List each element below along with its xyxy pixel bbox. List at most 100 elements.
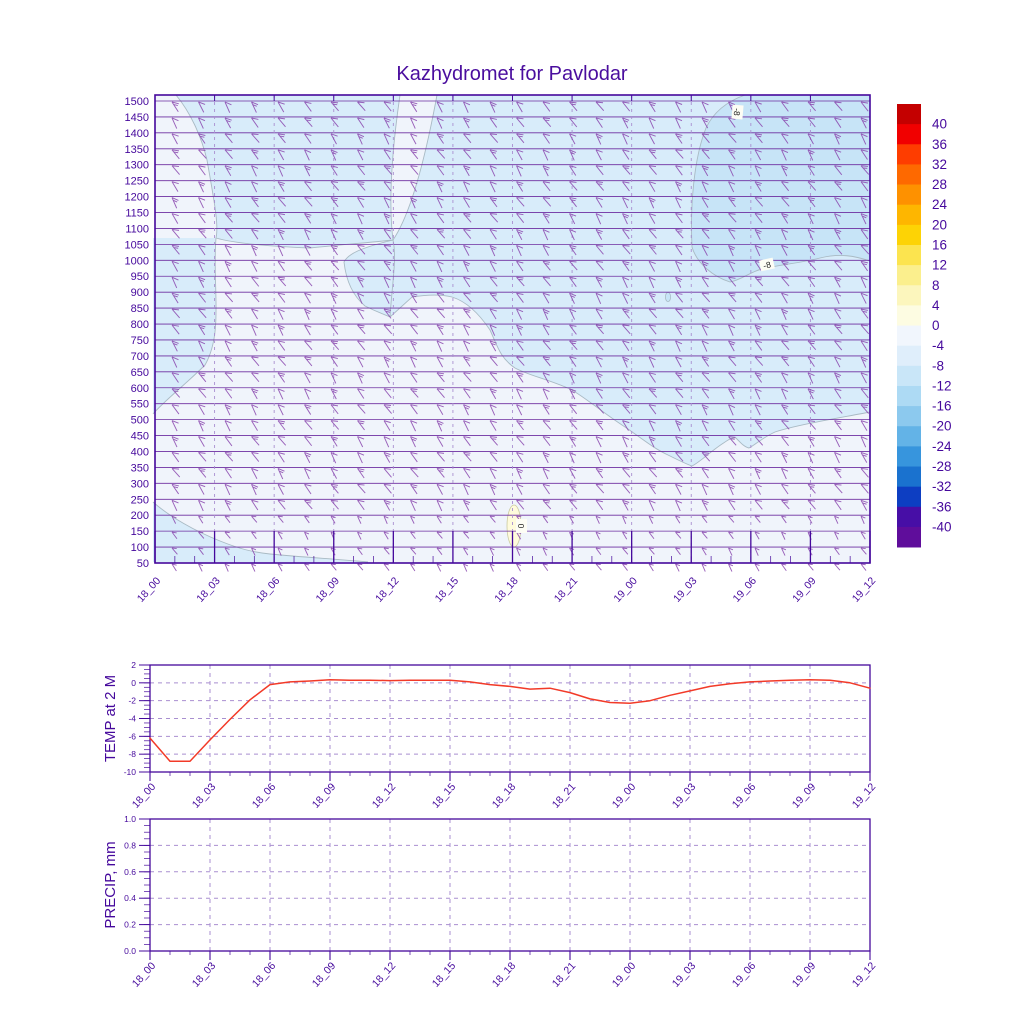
y-tick-label: 1500	[125, 96, 149, 108]
x-tick-label: 19_12	[850, 575, 879, 605]
colorbar-tick-label: -36	[932, 499, 952, 514]
x-tick-label: 18_15	[433, 575, 462, 605]
y-tick-label: 1400	[125, 128, 149, 140]
contour-label: -8	[758, 257, 775, 272]
main-x-labels: 18_00 18_03 18_06 18_09 18_12 18_15 18_18 18_21…	[135, 575, 879, 605]
contour-label-text: -8	[762, 259, 772, 270]
colorbar: 4036322824201612840-4-8-12-16-20-24-28-3…	[897, 104, 952, 548]
y-tick-label: 600	[131, 383, 149, 395]
colorbar-tick-label: -32	[932, 479, 952, 494]
y-tick-label: -2	[128, 696, 136, 706]
y-tick-label: 1200	[125, 192, 149, 204]
contour-label-text: -8	[732, 108, 743, 117]
x-tick-label: 18_21	[550, 781, 579, 811]
x-tick-label: 18_18	[490, 960, 519, 990]
x-tick-label: 18_09	[310, 781, 339, 811]
y-tick-label: 500	[131, 415, 149, 427]
main-panel: 1500145014001350130012501200115011001050…	[125, 94, 879, 605]
y-tick-label: 350	[131, 462, 149, 474]
y-tick-label: 2	[131, 660, 136, 670]
y-tick-label: 1150	[125, 208, 149, 220]
x-tick-label: 18_03	[190, 781, 219, 811]
x-tick-label: 18_03	[190, 960, 219, 990]
x-tick-label: 18_12	[370, 960, 399, 990]
colorbar-tick-label: -24	[932, 439, 952, 454]
y-tick-label: 100	[131, 542, 149, 554]
x-tick-label: 19_00	[610, 781, 639, 811]
colorbar-tick-label: 28	[932, 177, 947, 192]
x-tick-label: 18_15	[430, 781, 459, 811]
y-tick-label: 750	[131, 335, 149, 347]
x-tick-label: 19_03	[670, 960, 699, 990]
y-tick-label: 1450	[125, 112, 149, 124]
x-tick-label: 18_12	[370, 781, 399, 811]
y-tick-label: 0.8	[124, 840, 136, 850]
colorbar-tick-label: -28	[932, 459, 952, 474]
contour-label: -8	[731, 104, 744, 120]
y-tick-label: 50	[137, 558, 149, 570]
y-tick-label: 800	[131, 319, 149, 331]
y-tick-label: 200	[131, 510, 149, 522]
y-tick-label: 0.6	[124, 867, 136, 877]
y-tick-label: -4	[128, 714, 136, 724]
y-tick-label: 700	[131, 351, 149, 363]
colorbar-tick-label: 16	[932, 237, 947, 252]
x-tick-label: 19_06	[730, 960, 759, 990]
colorbar-tick-label: 0	[932, 318, 940, 333]
x-tick-label: 19_12	[850, 781, 879, 811]
x-tick-label: 18_21	[552, 575, 581, 605]
y-tick-label: 1300	[125, 160, 149, 172]
x-tick-label: 18_00	[130, 960, 159, 990]
y-tick-label: 650	[131, 367, 149, 379]
precip-panel: 1.0 0.8 0.6 0.4 0.2 0.0 18_00 18_03 18_06 18_09 18…	[102, 814, 878, 990]
y-tick-label: 1250	[125, 176, 149, 188]
contour-label: 0	[516, 519, 527, 533]
y-tick-label: 0.2	[124, 920, 136, 930]
contour-label-text: 0	[516, 524, 526, 529]
y-tick-label: 900	[131, 287, 149, 299]
colorbar-tick-label: -16	[932, 399, 952, 414]
x-tick-label: 19_03	[671, 575, 700, 605]
x-tick-label: 19_09	[790, 781, 819, 811]
x-tick-label: 18_18	[492, 575, 521, 605]
temp-series-line	[149, 678, 871, 763]
y-tick-label: 550	[131, 399, 149, 411]
y-tick-label: 1100	[125, 223, 149, 235]
panel-y-axis-title: PRECIP, mm	[102, 841, 119, 928]
title-group: Kazhydromet for Pavlodar	[396, 63, 628, 85]
x-tick-label: 18_09	[314, 575, 343, 605]
vertical-gridlines	[154, 95, 871, 563]
x-tick-label: 18_00	[130, 781, 159, 811]
colorbar-tick-label: 24	[932, 197, 948, 212]
y-tick-label: 0.4	[124, 893, 136, 903]
x-tick-label: 18_03	[194, 575, 223, 605]
y-tick-label: 0	[131, 678, 136, 688]
colorbar-tick-label: -12	[932, 378, 952, 393]
x-tick-label: 18_21	[550, 960, 579, 990]
x-tick-label: 18_06	[254, 575, 283, 605]
y-tick-label: -10	[124, 767, 137, 777]
colorbar-tick-label: 40	[932, 117, 947, 132]
x-tick-label: 19_00	[610, 960, 639, 990]
y-tick-label: 150	[131, 526, 149, 538]
y-tick-label: -6	[128, 731, 136, 741]
x-tick-label: 18_09	[310, 960, 339, 990]
colorbar-tick-label: -4	[932, 338, 944, 353]
colorbar-tick-label: 8	[932, 278, 940, 293]
y-tick-label: 1.0	[124, 814, 136, 824]
y-tick-label: 450	[131, 431, 149, 443]
y-tick-label: 1000	[125, 255, 149, 267]
x-tick-label: 18_15	[430, 960, 459, 990]
x-tick-label: 18_00	[135, 575, 164, 605]
colorbar-tick-label: 12	[932, 258, 947, 273]
wind-barbs	[171, 101, 870, 572]
x-tick-label: 19_09	[790, 960, 819, 990]
x-tick-label: 18_06	[250, 960, 279, 990]
temp-panel: 2 0 -2 -4 -6 -8 -10 18_00 18_03 18_06 18_09 18_12 18…	[102, 660, 878, 811]
x-tick-label: 18_18	[490, 781, 519, 811]
colorbar-tick-label: -40	[932, 519, 952, 534]
y-tick-label: 1350	[125, 144, 149, 156]
colorbar-tick-label: 36	[932, 137, 947, 152]
colorbar-tick-label: -8	[932, 358, 944, 373]
